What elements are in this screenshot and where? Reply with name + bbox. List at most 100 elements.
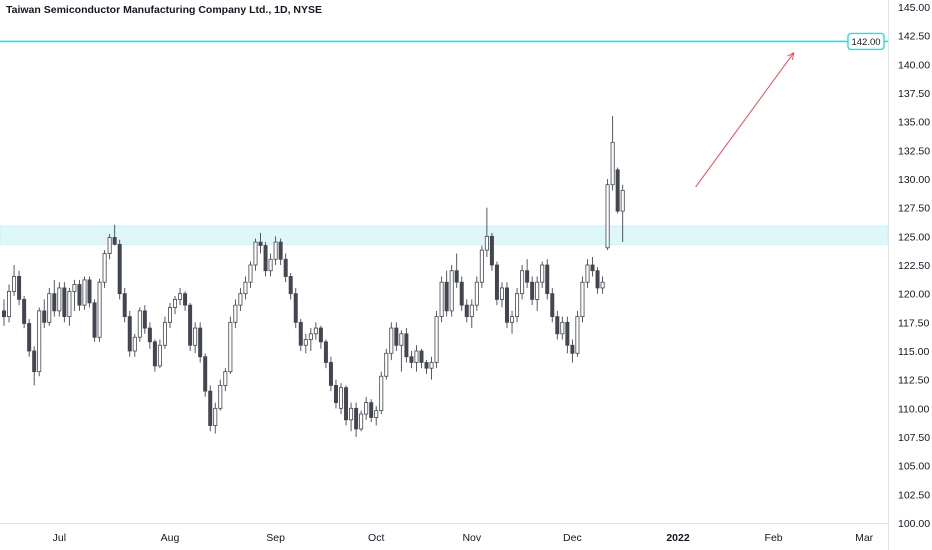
candle-body [27, 323, 32, 352]
candle-body [167, 307, 172, 323]
candle-body [379, 375, 384, 412]
projection-arrow-line [695, 52, 795, 188]
y-tick-label: 137.50 [898, 88, 930, 100]
candle-body [62, 287, 67, 317]
candle-body [32, 350, 37, 373]
y-tick-label: 102.50 [898, 489, 930, 501]
candle-body [434, 316, 439, 363]
candle-body [198, 327, 203, 358]
candle-body [248, 264, 253, 283]
y-tick-label: 120.00 [898, 289, 930, 301]
x-tick-label: Dec [563, 532, 582, 544]
candle-body [308, 333, 313, 340]
candle-body [610, 141, 615, 186]
candle-body [444, 281, 449, 312]
y-tick-label: 140.00 [898, 59, 930, 71]
candle-body [213, 407, 218, 426]
candle-body [595, 270, 600, 289]
y-tick-label: 127.50 [898, 203, 930, 215]
candle-body [293, 293, 298, 323]
projection-arrow-head [787, 52, 795, 60]
candle-body [570, 344, 575, 354]
candle-body [580, 281, 585, 318]
candle-body [223, 371, 228, 386]
candle-body [102, 253, 107, 283]
candle-body [178, 293, 183, 300]
candle-body [92, 302, 97, 338]
candle-body [333, 384, 338, 403]
candle-body [42, 310, 47, 323]
candle-body [439, 281, 444, 318]
candle-body [399, 333, 404, 346]
candle-body [374, 410, 379, 418]
candle-body [530, 281, 535, 300]
x-tick-label: Mar [855, 532, 874, 544]
candle-body [72, 284, 77, 292]
candle-body [152, 341, 157, 367]
y-tick-label: 117.50 [898, 317, 929, 329]
candle-body [600, 281, 605, 289]
y-tick-label: 145.00 [898, 2, 930, 14]
candle-body [273, 241, 278, 260]
candle-body [303, 339, 308, 346]
candle-body [585, 264, 590, 283]
x-tick-label: 2022 [666, 532, 690, 544]
candle-body [173, 298, 178, 308]
y-tick-label: 132.50 [898, 145, 930, 157]
candle-body [112, 237, 117, 245]
candle-body [369, 402, 374, 418]
candle-body [82, 279, 87, 306]
x-tick-label: Sep [266, 532, 285, 544]
candle-body [122, 293, 127, 317]
candle-body [384, 352, 389, 377]
candle-body [359, 413, 364, 430]
candle-body [142, 310, 147, 329]
candle-body [137, 310, 142, 338]
candle-body [328, 362, 333, 386]
candle-body [449, 270, 454, 312]
candle-body [525, 270, 530, 283]
y-tick-label: 135.00 [898, 117, 930, 129]
candle-body [117, 243, 122, 295]
y-tick-label: 107.50 [898, 432, 930, 444]
candle-body [228, 321, 233, 373]
candle-body [404, 333, 409, 358]
y-tick-label: 122.50 [898, 260, 930, 272]
x-tick-label: Feb [765, 532, 783, 544]
candle-body [283, 258, 288, 277]
candle-body [424, 362, 429, 369]
candle-body [253, 241, 258, 266]
candle-body [545, 264, 550, 295]
candle-body [550, 293, 555, 317]
y-tick-label: 125.00 [898, 231, 930, 243]
candle-body [540, 264, 545, 283]
y-tick-label: 130.00 [898, 174, 930, 186]
candle-body [575, 316, 580, 354]
candle-body [87, 279, 92, 304]
x-tick-label: Oct [368, 532, 384, 544]
candle-body [339, 387, 344, 409]
candle-body [344, 387, 349, 421]
candle-body [268, 258, 273, 272]
candle-body [258, 241, 263, 246]
candle-body [47, 293, 52, 323]
candle-body [127, 316, 132, 352]
candle-body [414, 350, 419, 363]
candle-body [7, 290, 12, 317]
x-tick-label: Aug [161, 532, 180, 544]
y-tick-label: 105.00 [898, 461, 930, 473]
chart-title: Taiwan Semiconductor Manufacturing Compa… [6, 4, 323, 16]
candle-body [560, 321, 565, 335]
candle-body [419, 350, 424, 363]
candle-body [107, 237, 112, 254]
candle-body [313, 327, 318, 335]
candle-body [565, 321, 570, 346]
candle-body [17, 276, 22, 300]
candle-body [454, 270, 459, 283]
y-tick-label: 112.50 [898, 375, 929, 387]
candle-body [510, 316, 515, 323]
candle-body [203, 356, 208, 392]
candle-body [394, 327, 399, 346]
